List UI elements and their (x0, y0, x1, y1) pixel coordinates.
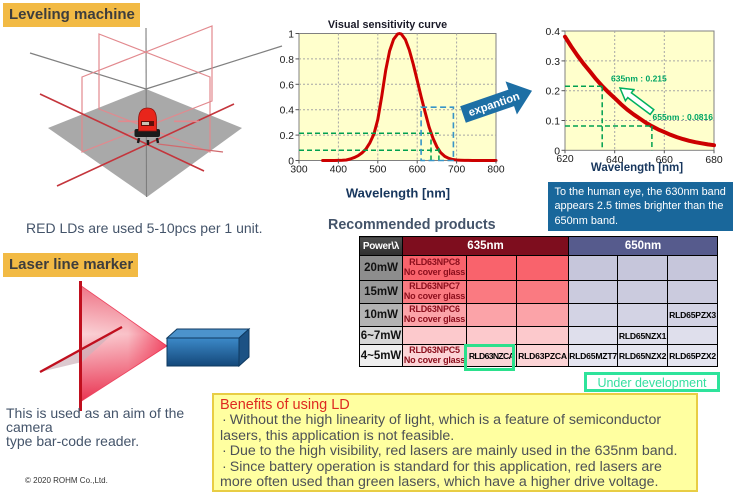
svg-text:400: 400 (330, 165, 347, 176)
svg-text:600: 600 (409, 165, 426, 176)
svg-text:620: 620 (556, 154, 574, 165)
svg-text:1: 1 (288, 30, 294, 41)
svg-text:Wavelength [nm]: Wavelength [nm] (346, 186, 450, 201)
svg-text:655nm : 0.0816: 655nm : 0.0816 (653, 112, 714, 122)
svg-text:Wavelength [nm]: Wavelength [nm] (591, 162, 683, 174)
svg-text:0.2: 0.2 (546, 87, 561, 98)
svg-text:0.6: 0.6 (280, 80, 295, 91)
svg-text:0.3: 0.3 (546, 57, 561, 68)
svg-text:0.4: 0.4 (546, 27, 561, 38)
svg-text:0.1: 0.1 (546, 117, 561, 128)
svg-text:700: 700 (448, 165, 465, 176)
svg-text:800: 800 (487, 165, 504, 176)
svg-text:300: 300 (290, 165, 307, 176)
svg-text:640: 640 (606, 155, 624, 166)
svg-text:660: 660 (656, 155, 674, 166)
svg-text:0.4: 0.4 (280, 106, 295, 117)
svg-text:500: 500 (369, 165, 386, 176)
svg-text:0: 0 (554, 146, 560, 157)
svg-text:Visual sensitivity curve: Visual sensitivity curve (328, 19, 447, 31)
svg-text:635nm : 0.215: 635nm : 0.215 (611, 74, 667, 84)
svg-text:680: 680 (705, 155, 723, 166)
svg-text:0.8: 0.8 (280, 55, 295, 66)
svg-text:0: 0 (288, 157, 294, 168)
svg-text:0.2: 0.2 (280, 131, 295, 142)
